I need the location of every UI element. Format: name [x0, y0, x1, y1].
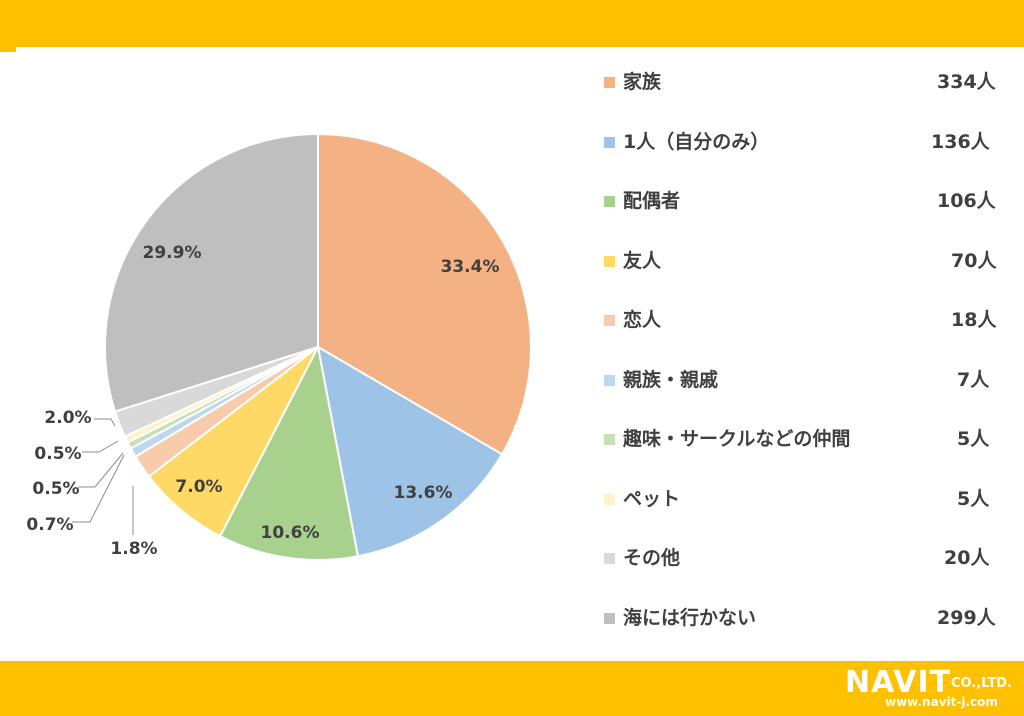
legend-item-3: 配偶者 106人 — [604, 186, 1004, 216]
legend-label: ペット — [623, 487, 681, 510]
legend-count: 136人 — [931, 130, 990, 153]
data-label-7: 0.5% — [32, 479, 79, 499]
legend-label: 親族・親戚 — [623, 368, 719, 391]
logo-suffix: CO.,LTD. — [951, 676, 1012, 691]
data-label-10: 29.9% — [143, 243, 202, 263]
pie-slice-3 — [218, 343, 360, 561]
legend-count: 5人 — [957, 428, 990, 450]
legend-item-10: 海には行かない 299人 — [604, 603, 1004, 633]
header-notch — [0, 47, 16, 52]
data-labels: 33.4% 13.6% 10.6% 7.0% 1.8% 0.7% 0.5% 0.5% 2.0% 2… — [26, 243, 499, 559]
legend-item-6: 親族・親戚 7人 — [604, 365, 1004, 395]
legend-swatch — [604, 434, 615, 445]
pie-slices — [104, 132, 532, 561]
data-label-2: 13.6% — [394, 483, 453, 503]
legend-swatch — [604, 315, 615, 326]
leader-line-8 — [82, 440, 119, 453]
legend-count: 20人 — [944, 547, 990, 569]
legend-count: 299人 — [937, 606, 996, 629]
legend-item-5: 恋人 18人 — [604, 305, 1004, 335]
legend-count: 70人 — [951, 249, 997, 272]
legend-label: 趣味・サークルなどの仲間 — [623, 428, 851, 450]
legend-swatch — [604, 255, 615, 267]
data-label-4: 7.0% — [175, 477, 222, 497]
data-label-8: 0.5% — [34, 444, 81, 464]
legend-item-4: 友人 70人 — [604, 246, 1004, 276]
pie-slice-10 — [104, 132, 319, 413]
logo-url: www.navit-j.com — [885, 695, 998, 709]
legend-count: 5人 — [957, 487, 990, 510]
leader-line-9 — [94, 418, 116, 427]
legend-label: 恋人 — [623, 309, 662, 331]
legend-label: 海には行かない — [623, 606, 757, 629]
legend-label: 家族 — [623, 71, 662, 93]
legend-count: 334人 — [937, 71, 996, 93]
legend-item-1: 家族 334人 — [604, 67, 1004, 97]
legend-swatch — [604, 493, 615, 505]
leader-lines — [72, 418, 134, 535]
legend-label: その他 — [623, 547, 681, 569]
bottom-footer-band — [0, 661, 1024, 716]
legend-label: 友人 — [623, 249, 662, 272]
data-label-6: 0.7% — [26, 515, 73, 535]
data-label-9: 2.0% — [44, 408, 91, 428]
legend-count: 7人 — [957, 368, 990, 391]
legend-count: 18人 — [951, 309, 997, 331]
top-header-band — [0, 0, 1024, 47]
legend-swatch — [604, 374, 615, 386]
navit-logo: NAVIT CO.,LTD. www.navit-j.com — [845, 666, 1017, 712]
legend-item-9: その他 20人 — [604, 543, 1004, 573]
legend-item-7: 趣味・サークルなどの仲間 5人 — [604, 424, 1004, 454]
legend-label: 配偶者 — [623, 190, 681, 212]
legend-swatch — [604, 553, 615, 564]
pie-slice-1 — [317, 132, 532, 456]
data-label-5: 1.8% — [110, 539, 157, 559]
pie-slice-2 — [316, 345, 504, 558]
leader-line-6 — [72, 454, 125, 523]
leader-line-7 — [78, 452, 124, 488]
legend-swatch — [604, 136, 615, 148]
legend-count: 106人 — [937, 190, 996, 212]
legend-swatch — [604, 77, 615, 88]
data-label-1: 33.4% — [441, 257, 500, 277]
legend-item-2: 1人（自分のみ） 136人 — [604, 127, 1004, 157]
data-label-3: 10.6% — [261, 523, 320, 543]
legend-item-8: ペット 5人 — [604, 484, 1004, 514]
legend-swatch — [604, 612, 615, 624]
logo-brand: NAVIT — [845, 665, 952, 700]
legend-swatch — [604, 196, 615, 207]
legend-label: 1人（自分のみ） — [623, 130, 770, 153]
